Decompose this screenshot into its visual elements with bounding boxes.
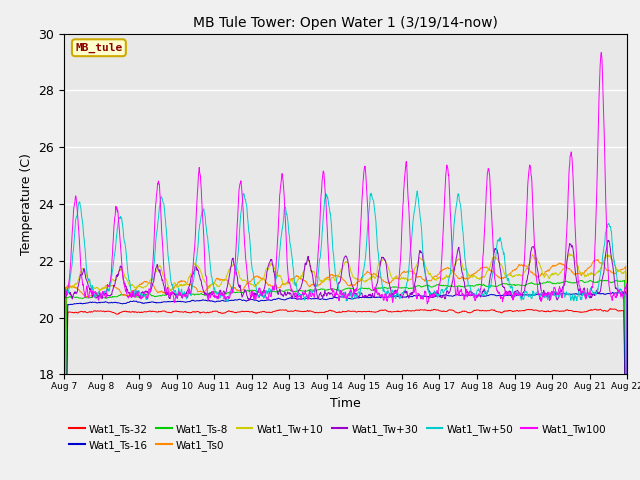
Wat1_Ts-32 <box>311 310 319 315</box>
Wat1_Tw+30 <box>381 257 388 263</box>
Wat1_Tw100 <box>623 429 631 435</box>
Wat1_Tw+30 <box>321 288 328 293</box>
Wat1_Tw+50 <box>311 289 319 295</box>
Wat1_Ts-16 <box>321 297 328 302</box>
Wat1_Tw100 <box>597 49 605 55</box>
Wat1_Tw+30 <box>299 277 307 283</box>
Line: Wat1_Ts0: Wat1_Ts0 <box>64 260 627 480</box>
Wat1_Tw+50 <box>381 288 388 294</box>
Wat1_Tw100 <box>381 294 388 300</box>
Wat1_Tw+10 <box>299 270 307 276</box>
Wat1_Ts-16 <box>616 289 623 295</box>
Wat1_Tw+50 <box>299 290 307 296</box>
Wat1_Ts-8 <box>381 285 388 290</box>
Text: MB_tule: MB_tule <box>76 43 122 53</box>
Wat1_Ts-16 <box>127 299 134 304</box>
Wat1_Tw+30 <box>104 293 111 299</box>
Wat1_Ts0 <box>104 282 111 288</box>
Line: Wat1_Ts-8: Wat1_Ts-8 <box>64 280 627 480</box>
Wat1_Ts-32 <box>607 306 614 312</box>
Wat1_Tw+50 <box>104 286 111 292</box>
Wat1_Tw+30 <box>127 292 134 298</box>
Wat1_Ts-8 <box>321 287 328 292</box>
Wat1_Tw+50 <box>413 188 421 194</box>
Wat1_Tw+30 <box>604 238 612 243</box>
Wat1_Tw100 <box>104 281 111 287</box>
Line: Wat1_Tw+30: Wat1_Tw+30 <box>64 240 627 480</box>
Title: MB Tule Tower: Open Water 1 (3/19/14-now): MB Tule Tower: Open Water 1 (3/19/14-now… <box>193 16 498 30</box>
Wat1_Tw100 <box>321 182 328 188</box>
Line: Wat1_Tw+50: Wat1_Tw+50 <box>64 191 627 480</box>
Wat1_Tw+10 <box>321 277 328 283</box>
Wat1_Tw+30 <box>311 282 319 288</box>
Wat1_Tw100 <box>299 290 307 296</box>
X-axis label: Time: Time <box>330 396 361 409</box>
Legend: Wat1_Ts-32, Wat1_Ts-16, Wat1_Ts-8, Wat1_Ts0, Wat1_Tw+10, Wat1_Tw+30, Wat1_Tw+50,: Wat1_Ts-32, Wat1_Ts-16, Wat1_Ts-8, Wat1_… <box>69 424 606 451</box>
Line: Wat1_Tw+10: Wat1_Tw+10 <box>64 253 627 480</box>
Wat1_Ts-32 <box>381 307 388 313</box>
Line: Wat1_Ts-32: Wat1_Ts-32 <box>64 309 627 480</box>
Wat1_Tw100 <box>127 292 134 298</box>
Wat1_Ts-32 <box>127 310 134 315</box>
Wat1_Ts-8 <box>299 288 307 294</box>
Wat1_Ts-16 <box>311 296 319 301</box>
Wat1_Ts-16 <box>381 294 388 300</box>
Wat1_Tw+10 <box>381 256 388 262</box>
Wat1_Ts-16 <box>299 296 307 302</box>
Wat1_Tw+10 <box>127 283 134 289</box>
Wat1_Tw100 <box>311 292 319 298</box>
Wat1_Tw+50 <box>321 196 328 202</box>
Line: Wat1_Ts-16: Wat1_Ts-16 <box>64 292 627 480</box>
Wat1_Tw+50 <box>127 285 134 290</box>
Wat1_Ts-8 <box>604 277 611 283</box>
Y-axis label: Temperature (C): Temperature (C) <box>20 153 33 255</box>
Wat1_Ts-8 <box>104 295 111 300</box>
Wat1_Ts0 <box>381 278 388 284</box>
Wat1_Ts0 <box>321 276 328 282</box>
Wat1_Ts-8 <box>311 287 319 293</box>
Wat1_Ts0 <box>311 283 319 289</box>
Wat1_Ts-8 <box>127 293 134 299</box>
Line: Wat1_Tw100: Wat1_Tw100 <box>64 52 627 480</box>
Wat1_Ts-32 <box>299 309 307 314</box>
Wat1_Ts0 <box>594 257 602 263</box>
Wat1_Tw+10 <box>311 270 319 276</box>
Wat1_Ts0 <box>127 290 134 296</box>
Wat1_Ts0 <box>299 277 307 283</box>
Wat1_Tw+10 <box>104 284 111 289</box>
Wat1_Ts-16 <box>104 300 111 305</box>
Wat1_Tw+10 <box>566 251 573 256</box>
Wat1_Ts-32 <box>321 310 328 315</box>
Wat1_Ts-32 <box>104 308 111 314</box>
